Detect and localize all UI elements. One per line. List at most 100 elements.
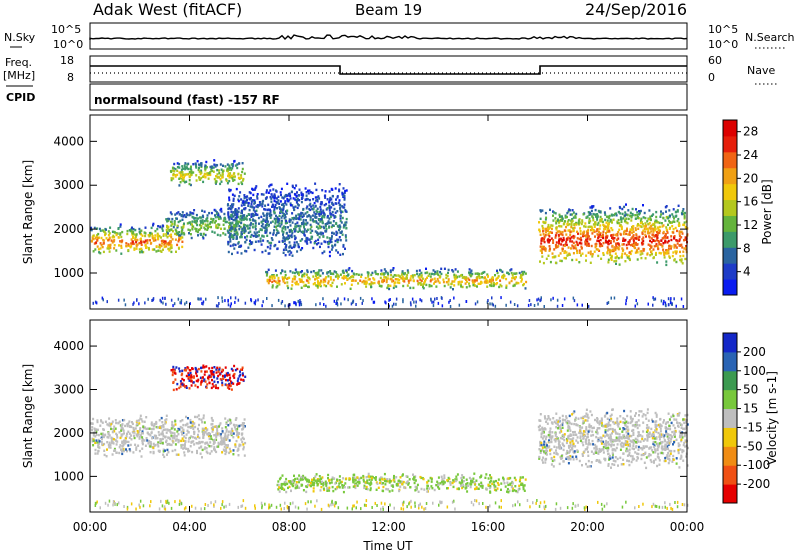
power-cell	[300, 286, 303, 289]
velocity-cell	[226, 374, 229, 377]
velocity-cell	[324, 480, 327, 483]
power-scatter-cell	[221, 299, 224, 303]
power-cell	[190, 169, 193, 172]
power-cell	[260, 228, 263, 232]
power-cell	[96, 234, 98, 237]
velocity-cell	[202, 433, 204, 436]
velocity-cell	[167, 436, 170, 439]
power-cell	[149, 231, 152, 235]
velocity-cell	[120, 435, 123, 438]
velocity-cell	[217, 443, 220, 446]
velocity-cell	[165, 439, 168, 442]
power-cell	[345, 221, 348, 224]
power-cell	[625, 217, 628, 220]
velocity-cell	[172, 381, 175, 384]
power-cell	[197, 168, 200, 172]
velocity-cell	[244, 375, 247, 378]
power-cell	[290, 234, 293, 237]
velocity-cell	[165, 431, 168, 434]
power-cell	[288, 253, 291, 256]
power-scatter-cell	[537, 302, 539, 306]
power-cell	[496, 269, 498, 272]
velocity-cell	[132, 451, 135, 454]
power-cell	[174, 167, 177, 171]
power-cell	[637, 238, 640, 241]
power-cell	[284, 213, 287, 217]
velocity-cell	[326, 489, 329, 492]
power-cell	[628, 240, 631, 243]
power-cell	[234, 243, 237, 247]
power-cell	[243, 224, 246, 227]
velocity-cell	[224, 436, 227, 440]
power-cell	[542, 221, 545, 224]
power-cell	[248, 191, 251, 194]
power-cell	[274, 222, 277, 225]
velocity-cell	[327, 477, 329, 480]
power-cell	[167, 232, 169, 235]
velocity-cell	[242, 425, 245, 429]
power-cell	[211, 221, 214, 224]
velocity-cell	[214, 433, 217, 437]
power-cell	[626, 213, 629, 217]
power-cell	[186, 222, 189, 225]
power-cell	[121, 230, 124, 234]
velocity-cell	[109, 423, 112, 426]
power-cell	[248, 208, 251, 212]
power-cell	[113, 244, 116, 247]
power-cell	[305, 191, 308, 194]
velocity-cell	[185, 447, 188, 450]
velocity-cell	[161, 421, 164, 424]
velocity-cell	[195, 442, 198, 445]
power-scatter-cell	[132, 302, 134, 306]
velocity-cell	[96, 441, 99, 444]
power-cell	[136, 243, 139, 246]
power-cell	[314, 239, 317, 243]
velocity-cell	[223, 440, 226, 444]
power-scatter-cell	[253, 301, 256, 305]
velocity-cell	[181, 369, 184, 372]
power-cell	[335, 198, 337, 201]
velocity-cell	[220, 437, 223, 440]
power-cell	[625, 232, 628, 236]
power-cell	[260, 215, 263, 219]
power-cell	[574, 244, 577, 247]
power-scatter-cell	[393, 302, 395, 306]
power-cell	[246, 214, 248, 218]
velocity-cell	[209, 435, 212, 438]
power-cell	[389, 284, 392, 287]
power-cell	[227, 240, 230, 244]
power-cell	[661, 245, 664, 248]
power-scatter-cell	[165, 302, 167, 306]
velocity-cell	[212, 370, 215, 374]
power-cell	[130, 242, 133, 245]
power-cell	[541, 251, 543, 255]
power-cell	[315, 221, 318, 224]
power-cell	[377, 273, 379, 276]
velocity-cell	[203, 433, 206, 436]
power-cell	[282, 233, 284, 236]
power-cell	[600, 243, 602, 246]
power-cell	[585, 242, 588, 245]
velocity-cell	[120, 449, 123, 453]
power-scatter-cell	[177, 297, 180, 301]
power-cell	[156, 232, 159, 235]
power-cell	[284, 210, 287, 213]
velocity-cell	[241, 372, 244, 375]
velocity-cell	[244, 441, 247, 445]
power-cell	[204, 233, 207, 237]
velocity-cell	[150, 442, 153, 446]
velocity-cell	[237, 436, 240, 439]
power-cell	[328, 200, 331, 203]
nave-label: Nave	[747, 64, 775, 77]
power-cell	[644, 216, 647, 220]
velocity-cell	[523, 484, 526, 487]
power-cell	[312, 198, 315, 201]
power-cell	[228, 188, 231, 191]
power-cell	[509, 269, 512, 272]
power-cell	[679, 255, 682, 258]
power-cell	[302, 213, 305, 216]
power-cell	[343, 223, 346, 227]
velocity-cell	[189, 372, 192, 375]
velocity-cell	[200, 418, 203, 421]
